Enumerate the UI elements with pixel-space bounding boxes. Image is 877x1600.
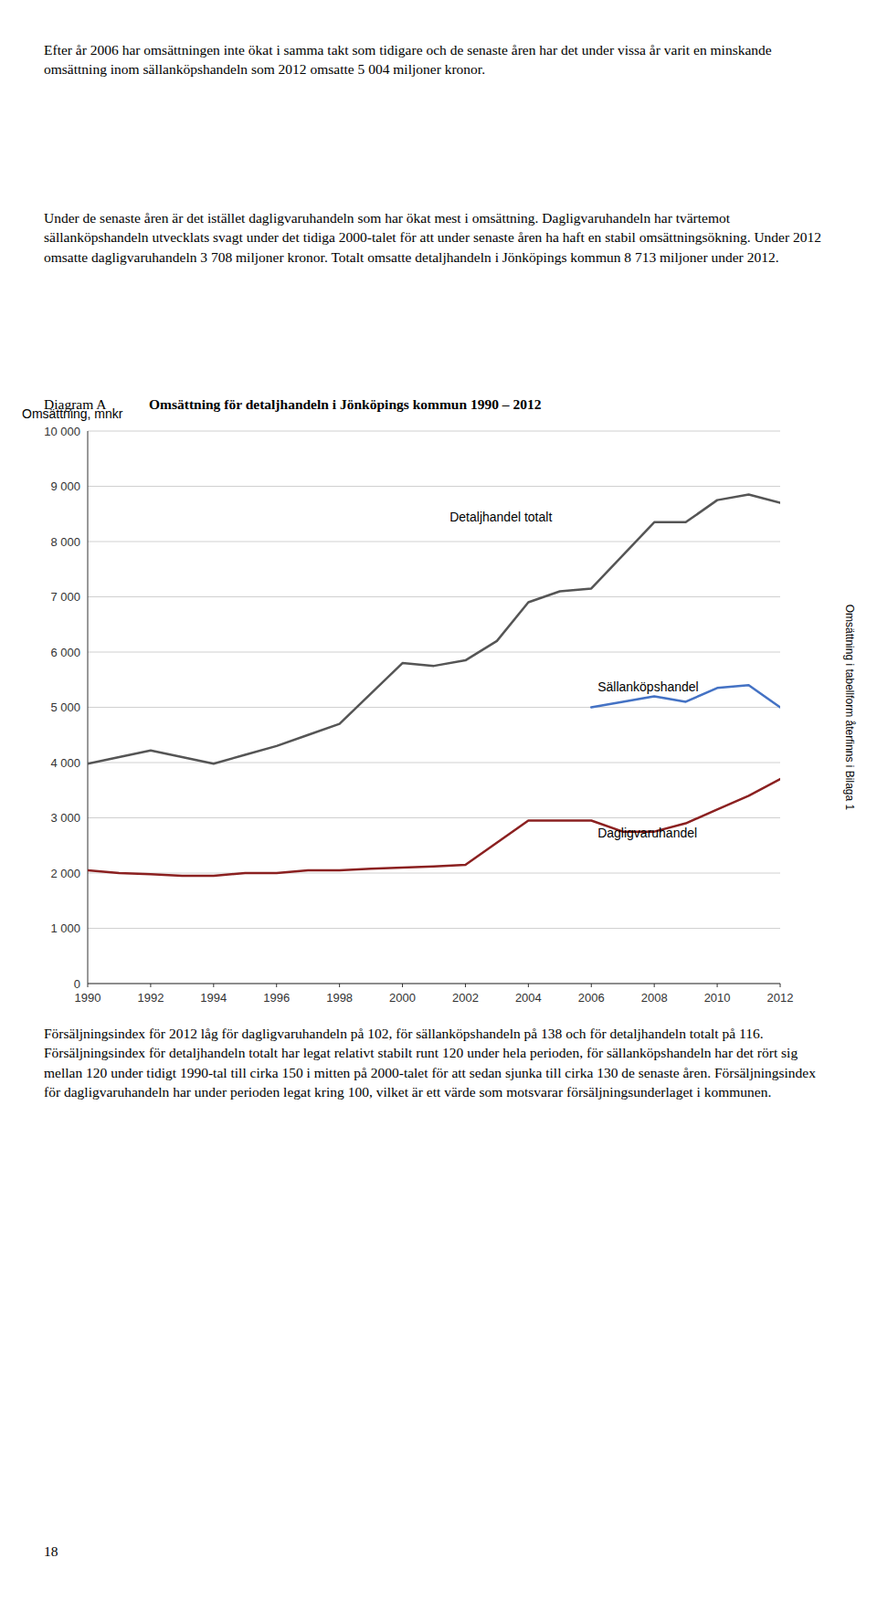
x-tick (212, 983, 214, 988)
y-tick-label: 9 000 (50, 479, 81, 494)
x-tick-label: 1994 (200, 991, 227, 1005)
x-tick-label: 2002 (452, 991, 479, 1005)
x-tick-label: 1990 (74, 991, 102, 1005)
y-axis (87, 431, 89, 984)
x-tick (591, 983, 592, 988)
x-tick (717, 983, 719, 988)
grid-line (87, 928, 781, 930)
y-tick-label: 7 000 (50, 590, 81, 604)
y-tick-label: 8 000 (50, 535, 81, 550)
y-tick-label: 4 000 (50, 756, 81, 771)
x-axis (87, 983, 781, 985)
side-note: Omsättning i tabellform återfinns i Bila… (843, 604, 856, 812)
grid-line (87, 486, 781, 487)
x-tick-label: 2004 (515, 991, 542, 1005)
grid-line (87, 762, 781, 764)
x-tick-label: 2010 (704, 991, 731, 1005)
x-tick-label: 2008 (641, 991, 668, 1005)
chart: 0 1 000 2 000 3 000 4 000 5 000 6 000 7 000 8 00… (0, 0, 877, 1600)
grid-line (87, 983, 781, 985)
y-axis-label: Omsättning, mnkr (21, 406, 124, 422)
grid-line (87, 817, 781, 819)
page-number: 18 (43, 1543, 59, 1561)
y-tick-label: 10 000 (43, 424, 81, 439)
x-tick-label: 1998 (326, 991, 353, 1005)
x-tick (464, 983, 466, 988)
paragraph: Försäljningsindex för 2012 låg för dagli… (43, 1024, 834, 1103)
chart-title: Omsättning för detaljhandeln i Jönköping… (148, 396, 542, 413)
x-tick (401, 983, 403, 988)
grid (87, 431, 781, 984)
grid-line (87, 541, 781, 543)
x-tick (780, 983, 782, 988)
paragraph: Efter år 2006 har omsättningen inte ökat… (43, 40, 834, 80)
y-tick-label: 3 000 (50, 811, 81, 825)
y-tick-label: 1 000 (50, 921, 81, 936)
grid-line (87, 707, 781, 708)
paragraph: Under de senaste åren är det istället da… (43, 208, 834, 267)
x-tick (528, 983, 529, 988)
x-tick (338, 983, 340, 988)
x-tick (87, 983, 89, 988)
x-tick (149, 983, 151, 988)
grid-line (87, 873, 781, 875)
y-tick-label: 6 000 (50, 645, 81, 660)
x-tick-label: 2006 (578, 991, 605, 1005)
annotation: Dagligvaruhandel (597, 825, 698, 841)
x-tick (275, 983, 277, 988)
grid-line (87, 652, 781, 654)
x-tick-label: 1992 (137, 991, 164, 1005)
annotation: Sällanköpshandel (597, 679, 699, 695)
x-tick-label: 2000 (389, 991, 416, 1005)
y-tick-label: 0 (73, 977, 81, 992)
plot-area (87, 495, 781, 877)
grid-line (87, 596, 781, 598)
series-line (87, 779, 781, 877)
series-line (87, 495, 781, 765)
x-tick (654, 983, 656, 988)
page: {"page": { "text_before": [ "Efter år 20… (0, 0, 877, 1600)
grid-line (87, 431, 781, 433)
x-tick-label: 1996 (263, 991, 290, 1005)
annotation: Detaljhandel totalt (449, 509, 552, 525)
y-tick-label: 5 000 (50, 700, 81, 715)
x-tick-label: 2012 (767, 991, 794, 1005)
y-tick-label: 2 000 (50, 866, 81, 881)
